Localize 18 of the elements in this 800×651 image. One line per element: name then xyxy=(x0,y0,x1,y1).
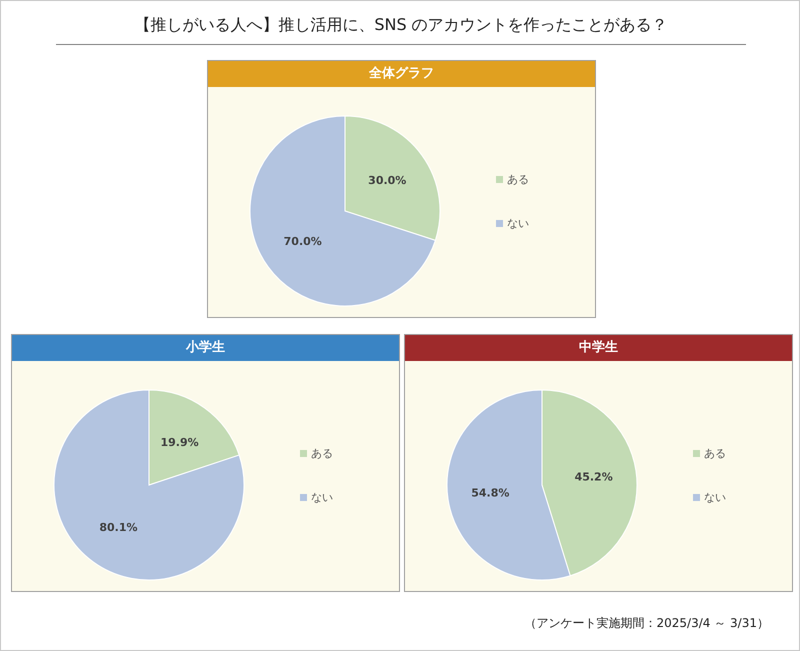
chart-title: 小学生 xyxy=(12,335,399,361)
legend-label: ない xyxy=(507,217,529,230)
text: 【推しがいる人へ】推し活用に、SNS のアカウントを作ったことがある？ xyxy=(56,15,746,45)
data-label: 19.9% xyxy=(160,436,199,450)
legend-label: ある xyxy=(704,447,726,460)
chart-title: 中学生 xyxy=(405,335,792,361)
pie-slice xyxy=(54,390,244,580)
data-label: 80.1% xyxy=(99,520,138,534)
data-label: 30.0% xyxy=(368,174,406,187)
legend-label: ある xyxy=(507,173,529,186)
legend-label: ある xyxy=(311,447,333,460)
chart-title: 全体グラフ xyxy=(208,61,595,87)
text: （アンケート実施期間：2025/3/4 ～ 3/31） xyxy=(524,615,769,632)
data-label: 45.2% xyxy=(574,470,613,484)
data-label: 70.0% xyxy=(284,235,322,248)
data-label: 54.8% xyxy=(471,486,510,500)
legend-label: ない xyxy=(311,491,333,504)
legend-label: ない xyxy=(704,491,726,504)
